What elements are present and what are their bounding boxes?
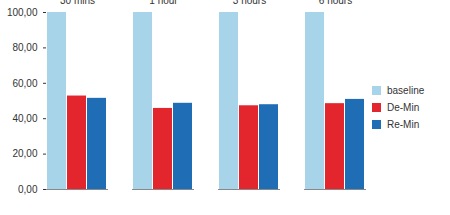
svg-text:60,00: 60,00 [12, 78, 37, 89]
svg-text:40,00: 40,00 [12, 113, 37, 124]
svg-text:20,00: 20,00 [12, 148, 37, 159]
html-text:De-Min: De-Min [387, 102, 420, 113]
svg-text:3 hours: 3 hours [233, 0, 266, 6]
svg-text:80,00: 80,00 [12, 42, 37, 53]
svg-text:100,00: 100,00 [7, 7, 38, 18]
svg-text:6 hours: 6 hours [319, 0, 352, 6]
svg-text:0,00: 0,00 [18, 184, 38, 195]
html-text:Re-Min: Re-Min [387, 119, 420, 130]
html-text:baseline: baseline [387, 85, 425, 96]
svg-text:30 mins: 30 mins [60, 0, 95, 6]
svg-text:1 hour: 1 hour [149, 0, 178, 6]
